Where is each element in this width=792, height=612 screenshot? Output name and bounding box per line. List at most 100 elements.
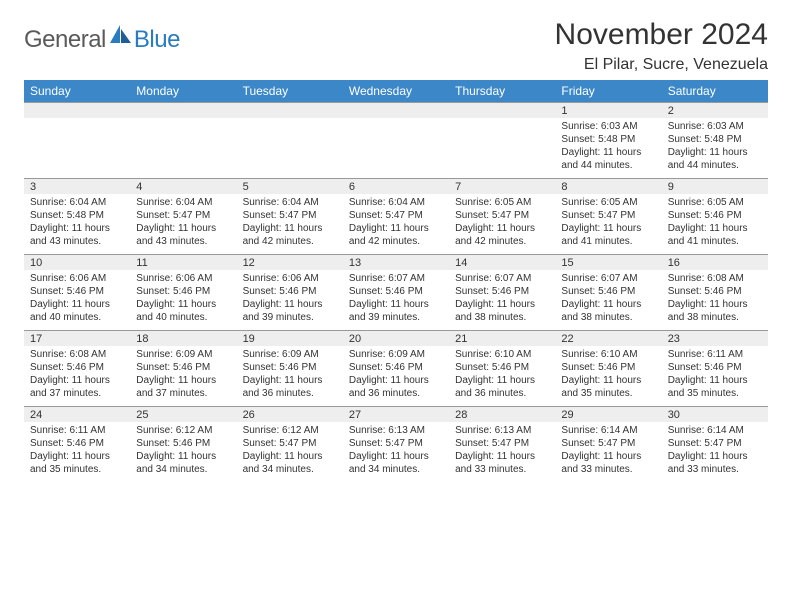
day-number: 14 [449, 254, 555, 270]
day-number: 3 [24, 178, 130, 194]
day-dl1: Daylight: 11 hours [668, 450, 762, 463]
day-sr: Sunrise: 6:07 AM [349, 272, 443, 285]
day-dl1: Daylight: 11 hours [455, 450, 549, 463]
day-sr: Sunrise: 6:03 AM [668, 120, 762, 133]
day-dl1: Daylight: 11 hours [30, 450, 124, 463]
day-number: 15 [555, 254, 661, 270]
day-data: Sunrise: 6:07 AMSunset: 5:46 PMDaylight:… [449, 270, 555, 330]
day-ss: Sunset: 5:46 PM [455, 361, 549, 374]
day-dl1: Daylight: 11 hours [30, 298, 124, 311]
day-dl2: and 35 minutes. [668, 387, 762, 400]
week-data-row: Sunrise: 6:03 AMSunset: 5:48 PMDaylight:… [24, 118, 768, 178]
day-sr: Sunrise: 6:12 AM [243, 424, 337, 437]
day-ss: Sunset: 5:46 PM [668, 209, 762, 222]
day-dl1: Daylight: 11 hours [561, 222, 655, 235]
day-dl2: and 41 minutes. [561, 235, 655, 248]
day-dl1: Daylight: 11 hours [668, 222, 762, 235]
day-sr: Sunrise: 6:05 AM [455, 196, 549, 209]
day-dl1: Daylight: 11 hours [668, 374, 762, 387]
day-data: Sunrise: 6:09 AMSunset: 5:46 PMDaylight:… [130, 346, 236, 406]
day-data: Sunrise: 6:07 AMSunset: 5:46 PMDaylight:… [343, 270, 449, 330]
day-dl2: and 34 minutes. [243, 463, 337, 476]
calendar-page: General Blue November 2024 El Pilar, Suc… [0, 0, 792, 492]
day-dl1: Daylight: 11 hours [561, 298, 655, 311]
day-data: Sunrise: 6:14 AMSunset: 5:47 PMDaylight:… [555, 422, 661, 482]
day-sr: Sunrise: 6:04 AM [243, 196, 337, 209]
day-ss: Sunset: 5:46 PM [30, 285, 124, 298]
day-dl2: and 34 minutes. [349, 463, 443, 476]
dow-tuesday: Tuesday [237, 80, 343, 102]
day-data: Sunrise: 6:04 AMSunset: 5:47 PMDaylight:… [343, 194, 449, 254]
day-data [343, 118, 449, 178]
month-title: November 2024 [555, 18, 768, 52]
day-dl1: Daylight: 11 hours [561, 450, 655, 463]
day-dl2: and 43 minutes. [136, 235, 230, 248]
day-ss: Sunset: 5:46 PM [243, 285, 337, 298]
day-sr: Sunrise: 6:09 AM [136, 348, 230, 361]
day-ss: Sunset: 5:48 PM [561, 133, 655, 146]
day-data: Sunrise: 6:05 AMSunset: 5:46 PMDaylight:… [662, 194, 768, 254]
day-data [24, 118, 130, 178]
day-ss: Sunset: 5:46 PM [561, 285, 655, 298]
day-dl1: Daylight: 11 hours [668, 298, 762, 311]
day-data: Sunrise: 6:13 AMSunset: 5:47 PMDaylight:… [343, 422, 449, 482]
day-number [237, 102, 343, 118]
day-dl2: and 35 minutes. [561, 387, 655, 400]
day-number [130, 102, 236, 118]
day-ss: Sunset: 5:47 PM [455, 209, 549, 222]
dow-saturday: Saturday [662, 80, 768, 102]
week-data-row: Sunrise: 6:04 AMSunset: 5:48 PMDaylight:… [24, 194, 768, 254]
day-sr: Sunrise: 6:11 AM [30, 424, 124, 437]
day-ss: Sunset: 5:46 PM [455, 285, 549, 298]
day-dl2: and 38 minutes. [668, 311, 762, 324]
day-data: Sunrise: 6:12 AMSunset: 5:46 PMDaylight:… [130, 422, 236, 482]
day-dl1: Daylight: 11 hours [136, 374, 230, 387]
day-data: Sunrise: 6:04 AMSunset: 5:48 PMDaylight:… [24, 194, 130, 254]
logo-text-blue: Blue [134, 26, 180, 54]
dow-monday: Monday [130, 80, 236, 102]
day-sr: Sunrise: 6:07 AM [455, 272, 549, 285]
day-number: 13 [343, 254, 449, 270]
day-number: 17 [24, 330, 130, 346]
day-dl1: Daylight: 11 hours [668, 146, 762, 159]
day-dl1: Daylight: 11 hours [30, 374, 124, 387]
day-number: 27 [343, 406, 449, 422]
day-dl1: Daylight: 11 hours [136, 450, 230, 463]
dow-sunday: Sunday [24, 80, 130, 102]
day-dl2: and 40 minutes. [136, 311, 230, 324]
day-dl1: Daylight: 11 hours [349, 298, 443, 311]
day-dl1: Daylight: 11 hours [561, 146, 655, 159]
day-number: 30 [662, 406, 768, 422]
day-ss: Sunset: 5:46 PM [136, 361, 230, 374]
day-ss: Sunset: 5:48 PM [30, 209, 124, 222]
day-dl2: and 34 minutes. [136, 463, 230, 476]
day-ss: Sunset: 5:46 PM [349, 285, 443, 298]
day-number: 2 [662, 102, 768, 118]
day-dl1: Daylight: 11 hours [349, 374, 443, 387]
day-number: 26 [237, 406, 343, 422]
logo-sail-icon [110, 25, 132, 50]
week-data-row: Sunrise: 6:08 AMSunset: 5:46 PMDaylight:… [24, 346, 768, 406]
day-dl2: and 39 minutes. [349, 311, 443, 324]
week-daynum-row: 3456789 [24, 178, 768, 194]
dow-thursday: Thursday [449, 80, 555, 102]
day-number: 19 [237, 330, 343, 346]
day-sr: Sunrise: 6:14 AM [668, 424, 762, 437]
day-data: Sunrise: 6:09 AMSunset: 5:46 PMDaylight:… [343, 346, 449, 406]
day-sr: Sunrise: 6:04 AM [30, 196, 124, 209]
day-sr: Sunrise: 6:05 AM [561, 196, 655, 209]
header: General Blue November 2024 El Pilar, Suc… [24, 18, 768, 74]
day-dl1: Daylight: 11 hours [136, 298, 230, 311]
day-data: Sunrise: 6:04 AMSunset: 5:47 PMDaylight:… [130, 194, 236, 254]
day-ss: Sunset: 5:47 PM [136, 209, 230, 222]
day-dl2: and 43 minutes. [30, 235, 124, 248]
week-daynum-row: 10111213141516 [24, 254, 768, 270]
day-number: 20 [343, 330, 449, 346]
day-sr: Sunrise: 6:13 AM [455, 424, 549, 437]
day-dl1: Daylight: 11 hours [349, 450, 443, 463]
day-data: Sunrise: 6:06 AMSunset: 5:46 PMDaylight:… [237, 270, 343, 330]
day-number [343, 102, 449, 118]
day-dl2: and 33 minutes. [561, 463, 655, 476]
day-data: Sunrise: 6:10 AMSunset: 5:46 PMDaylight:… [449, 346, 555, 406]
day-dl2: and 35 minutes. [30, 463, 124, 476]
